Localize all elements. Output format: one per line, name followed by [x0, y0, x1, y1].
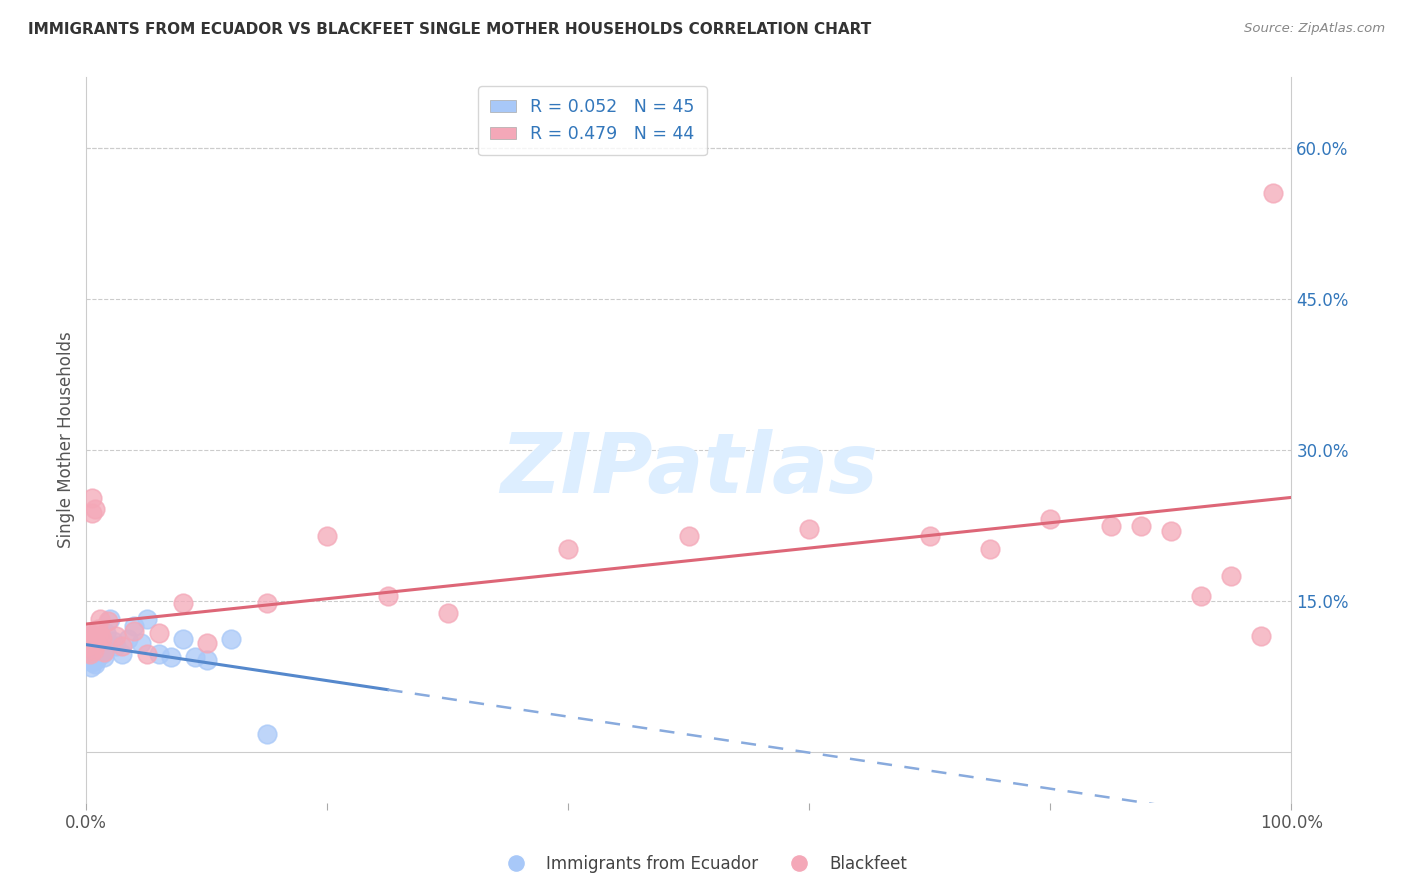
Point	[148, 626, 170, 640]
Point	[80, 629, 103, 643]
Point	[83, 632, 105, 647]
Point	[117, 632, 139, 647]
Point	[97, 640, 120, 654]
Point	[195, 636, 218, 650]
Point	[83, 501, 105, 516]
Point	[76, 629, 98, 643]
Point	[100, 612, 122, 626]
Point	[172, 596, 194, 610]
Point	[83, 642, 105, 657]
Point	[86, 629, 108, 643]
Point	[77, 652, 100, 666]
Point	[83, 649, 105, 664]
Point	[316, 529, 339, 543]
Point	[172, 632, 194, 647]
Point	[79, 647, 101, 661]
Point	[79, 636, 101, 650]
Legend: Immigrants from Ecuador, Blackfeet: Immigrants from Ecuador, Blackfeet	[492, 848, 914, 880]
Point	[89, 634, 111, 648]
Point	[148, 647, 170, 661]
Point	[135, 612, 157, 626]
Point	[97, 615, 120, 629]
Point	[83, 636, 105, 650]
Point	[105, 640, 128, 654]
Point	[90, 629, 112, 643]
Point	[80, 634, 103, 648]
Point	[82, 644, 104, 658]
Point	[87, 640, 110, 654]
Point	[82, 629, 104, 643]
Point	[83, 657, 105, 671]
Point	[91, 636, 114, 650]
Point	[195, 652, 218, 666]
Point	[84, 652, 107, 666]
Point	[799, 522, 821, 536]
Point	[111, 640, 134, 654]
Point	[1189, 589, 1212, 603]
Point	[86, 647, 108, 661]
Point	[1039, 511, 1062, 525]
Point	[89, 612, 111, 626]
Point	[91, 632, 114, 647]
Point	[84, 636, 107, 650]
Point	[678, 529, 700, 543]
Point	[1250, 629, 1272, 643]
Point	[90, 644, 112, 658]
Point	[111, 647, 134, 661]
Point	[135, 647, 157, 661]
Point	[94, 626, 117, 640]
Point	[129, 636, 152, 650]
Point	[76, 640, 98, 654]
Text: ZIPatlas: ZIPatlas	[501, 428, 877, 509]
Point	[79, 647, 101, 661]
Point	[557, 541, 579, 556]
Point	[77, 640, 100, 654]
Point	[256, 596, 278, 610]
Point	[84, 642, 107, 657]
Point	[437, 606, 460, 620]
Point	[918, 529, 941, 543]
Point	[82, 655, 104, 669]
Y-axis label: Single Mother Households: Single Mother Households	[58, 332, 75, 549]
Point	[82, 506, 104, 520]
Point	[93, 644, 115, 658]
Text: Source: ZipAtlas.com: Source: ZipAtlas.com	[1244, 22, 1385, 36]
Point	[124, 619, 146, 633]
Point	[87, 623, 110, 637]
Point	[86, 629, 108, 643]
Legend: R = 0.052   N = 45, R = 0.479   N = 44: R = 0.052 N = 45, R = 0.479 N = 44	[478, 87, 707, 155]
Point	[184, 649, 207, 664]
Point	[76, 644, 98, 658]
Point	[1220, 569, 1243, 583]
Point	[124, 624, 146, 639]
Point	[219, 632, 242, 647]
Point	[101, 634, 124, 648]
Point	[1263, 186, 1285, 201]
Point	[82, 491, 104, 506]
Text: IMMIGRANTS FROM ECUADOR VS BLACKFEET SINGLE MOTHER HOUSEHOLDS CORRELATION CHART: IMMIGRANTS FROM ECUADOR VS BLACKFEET SIN…	[28, 22, 872, 37]
Point	[1099, 518, 1122, 533]
Point	[76, 629, 98, 643]
Point	[1129, 518, 1152, 533]
Point	[377, 589, 399, 603]
Point	[93, 649, 115, 664]
Point	[256, 727, 278, 741]
Point	[1160, 524, 1182, 538]
Point	[77, 626, 100, 640]
Point	[87, 649, 110, 664]
Point	[83, 647, 105, 661]
Point	[77, 644, 100, 658]
Point	[79, 636, 101, 650]
Point	[83, 632, 105, 647]
Point	[91, 647, 114, 661]
Point	[80, 649, 103, 664]
Point	[80, 659, 103, 673]
Point	[159, 649, 181, 664]
Point	[979, 541, 1001, 556]
Point	[105, 629, 128, 643]
